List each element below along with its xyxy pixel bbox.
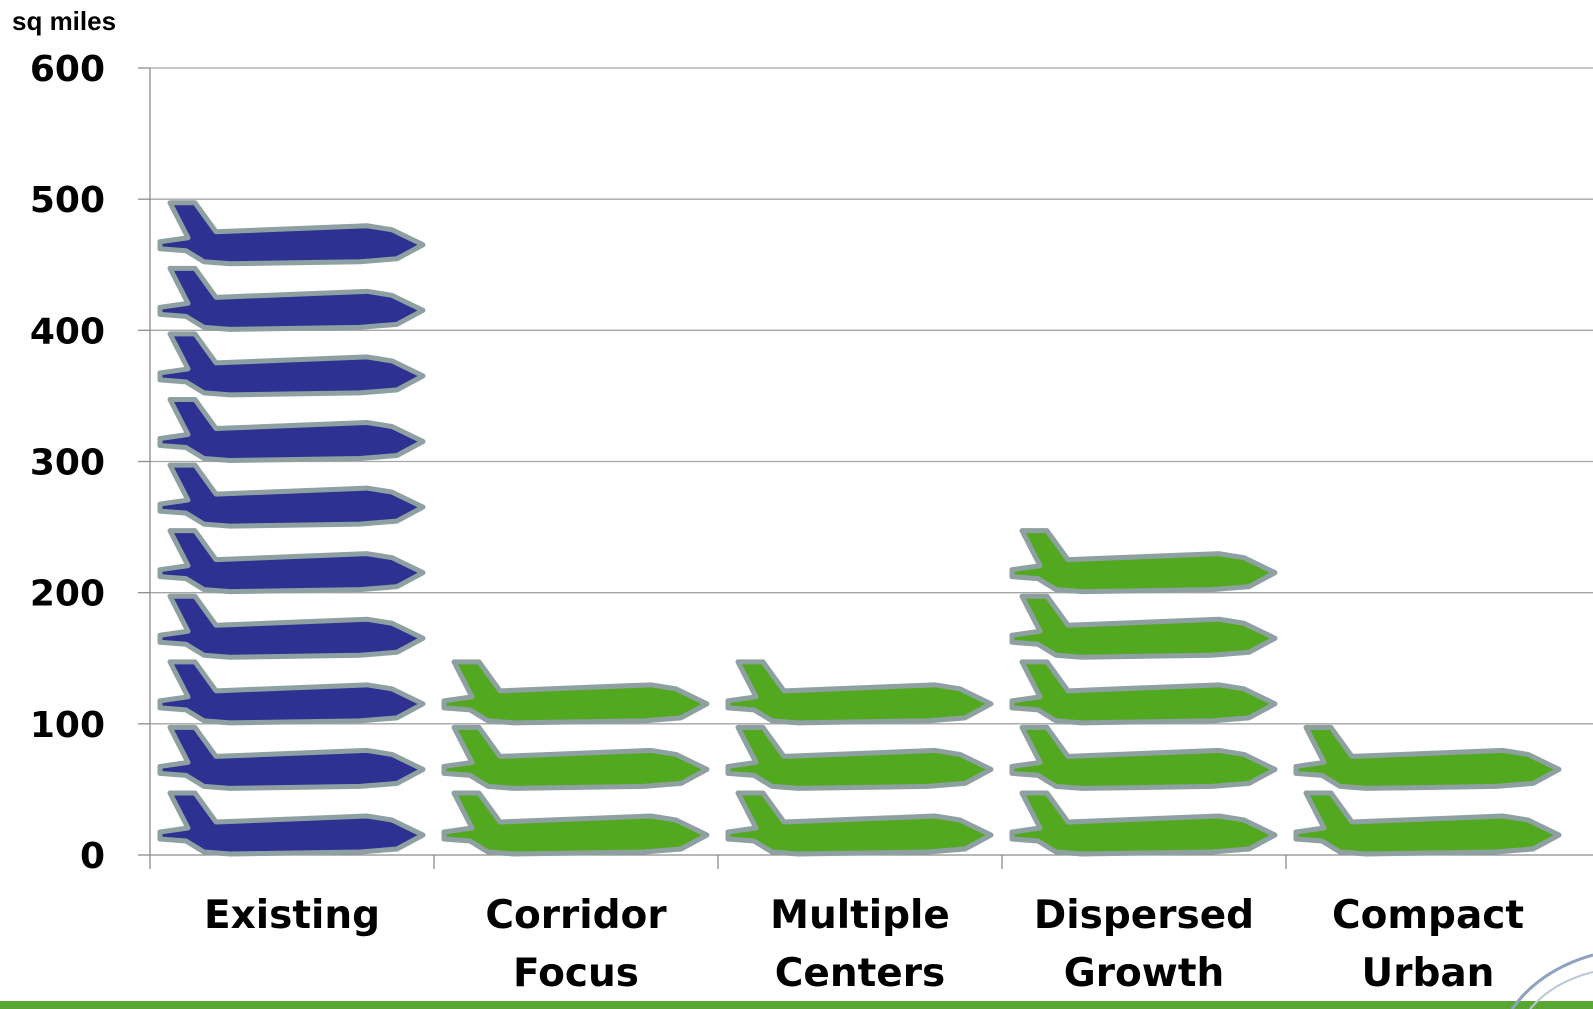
airplane-icon <box>725 659 994 726</box>
y-tick-label: 500 <box>30 180 105 221</box>
airplane-icon <box>725 790 994 857</box>
logo-arc-inner <box>1529 971 1593 1009</box>
x-category-label: Centers <box>775 951 945 996</box>
airplane-icon <box>157 331 426 398</box>
x-category-label: Compact <box>1332 893 1524 938</box>
x-category-label: Focus <box>513 951 639 996</box>
x-category-label: Existing <box>204 893 380 938</box>
airplane-icon <box>157 462 426 529</box>
airplane-icon <box>157 200 426 267</box>
logo-arc <box>1510 953 1593 1009</box>
airplane-icon <box>157 659 426 726</box>
x-category-label: Growth <box>1064 951 1224 996</box>
y-tick-label: 0 <box>80 836 105 877</box>
airplane-icon <box>1293 724 1562 791</box>
y-tick-label: 300 <box>30 443 105 484</box>
airplane-icon <box>441 724 710 791</box>
footer-decoration <box>0 953 1593 1009</box>
x-category-label: Urban <box>1362 951 1495 996</box>
y-tick-label: 400 <box>30 311 105 352</box>
x-category-label: Corridor <box>485 893 667 938</box>
gridlines <box>150 67 1593 725</box>
airplane-icon <box>725 724 994 791</box>
footer-band <box>0 1001 1593 1009</box>
airplane-icon <box>1293 790 1562 857</box>
airplane-icon <box>1009 724 1278 791</box>
y-tick-label: 600 <box>30 49 105 90</box>
airplane-icon <box>441 790 710 857</box>
pictograph-bars <box>157 200 1562 857</box>
airplane-icon <box>157 790 426 857</box>
x-axis-categories: Existing Corridor Focus Multiple Centers Disp… <box>204 893 1524 996</box>
y-tick-label: 100 <box>30 705 105 746</box>
y-axis-unit-label: sq miles <box>12 6 116 36</box>
x-category-label: Multiple <box>770 893 950 938</box>
y-tick-label: 200 <box>30 574 105 615</box>
airplane-icon <box>1009 593 1278 660</box>
airplane-icon <box>157 593 426 660</box>
y-axis-ticks: 0 100 200 300 400 500 600 <box>30 49 150 877</box>
airplane-icon <box>1009 790 1278 857</box>
x-category-label: Dispersed <box>1034 893 1254 938</box>
airplane-icon <box>441 659 710 726</box>
airplane-icon <box>157 265 426 332</box>
airplane-icon <box>1009 528 1278 595</box>
airplane-icon <box>157 528 426 595</box>
airplane-icon <box>157 397 426 463</box>
airplane-icon <box>1009 659 1278 726</box>
airplane-icon <box>157 724 426 791</box>
